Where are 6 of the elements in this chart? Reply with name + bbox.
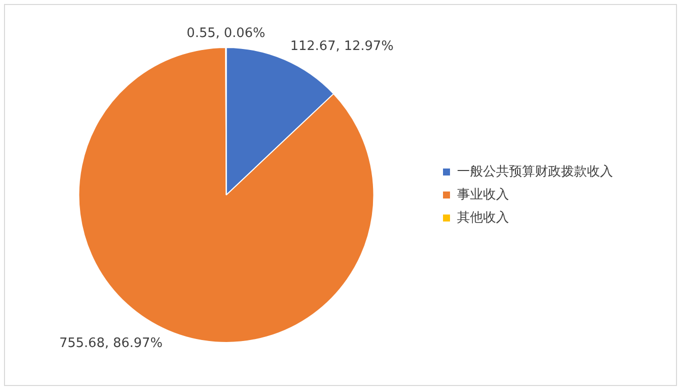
legend-label: 一般公共预算财政拨款收入 xyxy=(457,164,613,180)
legend-label: 事业收入 xyxy=(457,187,509,202)
data-label: 755.68, 86.97% xyxy=(59,336,163,351)
data-label: 112.67, 12.97% xyxy=(290,39,394,54)
data-label: 0.55, 0.06% xyxy=(186,26,266,41)
legend-label: 其他收入 xyxy=(457,210,509,226)
